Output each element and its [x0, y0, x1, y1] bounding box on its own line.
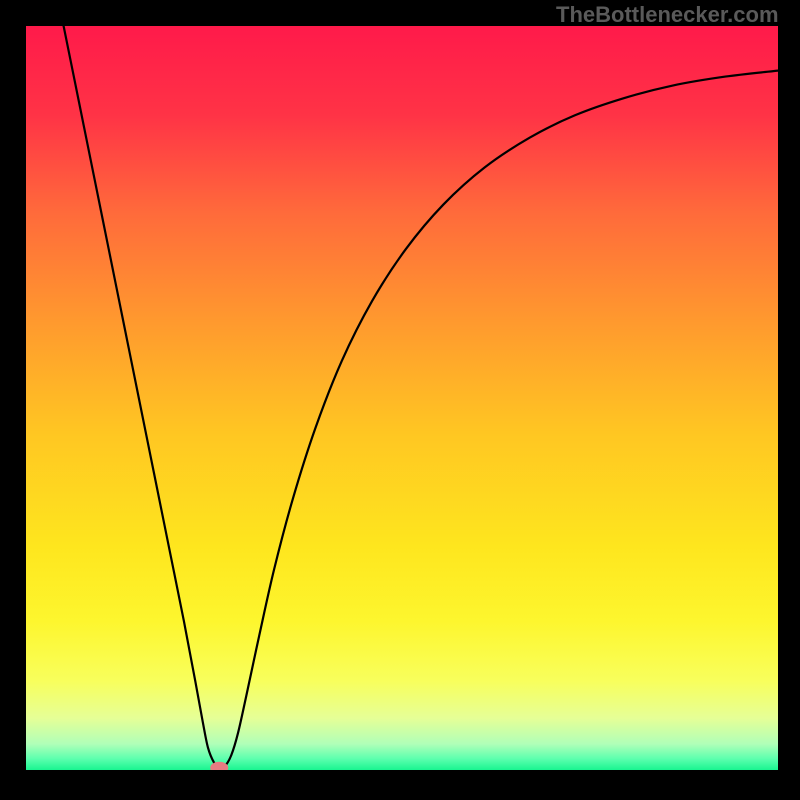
- optimal-point-marker: [210, 762, 228, 774]
- watermark-text: TheBottlenecker.com: [556, 2, 779, 28]
- chart-container: TheBottlenecker.com: [0, 0, 800, 800]
- bottleneck-curve: [64, 26, 778, 768]
- curve-layer: [0, 0, 800, 800]
